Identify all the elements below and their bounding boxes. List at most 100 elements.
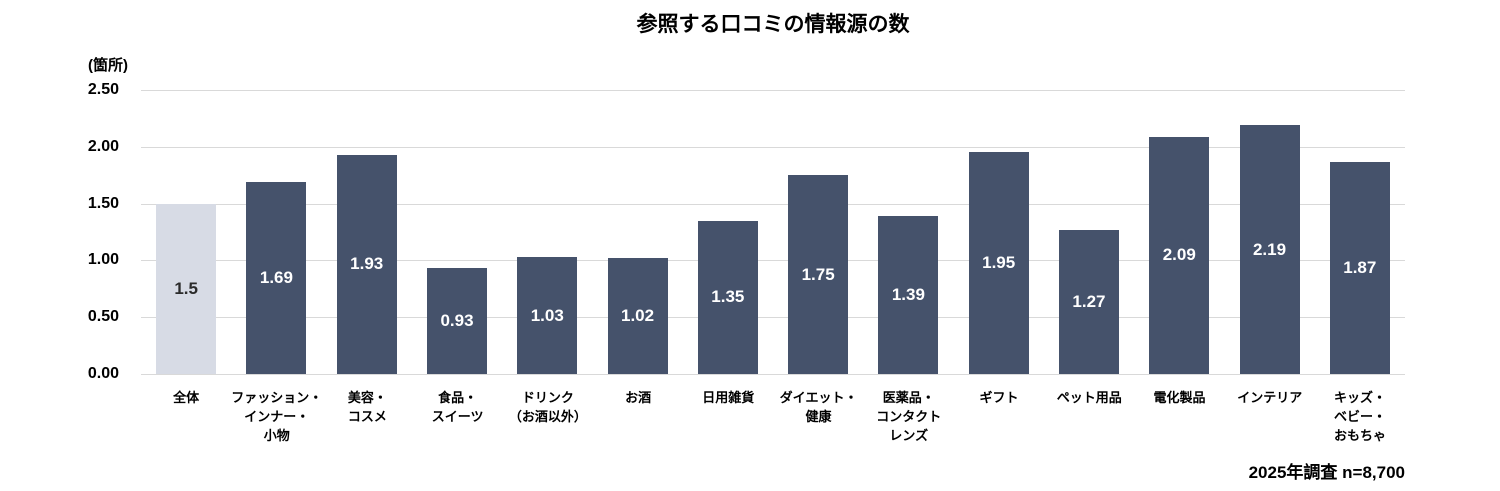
bar: 1.69 xyxy=(246,182,307,374)
category-label-line: おもちゃ xyxy=(1333,428,1386,443)
bar-value-label: 1.93 xyxy=(350,254,384,274)
bars-row: 1.5 1.69 1.93 0.93 1.03 1.02 1.35 1.75 1.39 1.95 1… xyxy=(141,90,1405,374)
y-tick-label: 2.50 xyxy=(87,81,119,98)
bar-value-label: 1.69 xyxy=(259,268,293,288)
bar-slot: 1.39 xyxy=(863,90,953,374)
bar-value-label: 1.27 xyxy=(1072,291,1106,311)
category-label-line: 健康 xyxy=(805,409,832,424)
bar-slot: 1.75 xyxy=(773,90,863,374)
category-label: ドリンク （お酒以外） xyxy=(503,388,593,445)
bar-slot: 1.02 xyxy=(592,90,682,374)
bar-slot: 1.87 xyxy=(1315,90,1405,374)
y-tick-label: 0.50 xyxy=(87,308,119,326)
bar: 1.75 xyxy=(788,175,849,374)
category-label: ギフト xyxy=(954,388,1044,445)
gridline xyxy=(141,374,1405,375)
gridline xyxy=(141,146,1405,148)
category-label-line: ペット用品 xyxy=(1056,390,1122,405)
bar-slot: 1.93 xyxy=(322,90,412,374)
category-label: ダイエット・ 健康 xyxy=(773,388,863,445)
bar-slot: 0.93 xyxy=(412,90,502,374)
y-tick-label: 2.00 xyxy=(87,137,119,155)
category-label-line: 全体 xyxy=(173,390,200,405)
bar-value-label: 1.35 xyxy=(711,287,745,307)
category-label: キッズ・ベビー・おもちゃ xyxy=(1315,388,1405,445)
category-label-line: ファッション・ xyxy=(231,390,323,405)
category-label: 全体 xyxy=(141,388,231,445)
category-label: 医薬品・コンタクトレンズ xyxy=(864,388,954,445)
bar-slot: 2.19 xyxy=(1224,90,1314,374)
bar: 0.93 xyxy=(426,268,487,374)
bar: 1.87 xyxy=(1329,161,1390,374)
bar-value-label: 1.03 xyxy=(530,305,564,325)
category-label: 食品・ スイーツ xyxy=(412,388,502,445)
category-label-line: 美容・ xyxy=(347,390,387,405)
category-label-line: 電化製品 xyxy=(1153,390,1206,405)
bar-value-label: 1.95 xyxy=(982,253,1016,273)
category-label: 美容・ コスメ xyxy=(322,388,412,445)
category-label-line: ドリンク xyxy=(521,390,574,405)
bar: 1.27 xyxy=(1058,229,1119,374)
category-label-line: お酒 xyxy=(625,390,652,405)
category-label: インテリア xyxy=(1225,388,1315,445)
y-tick-label: 1.50 xyxy=(87,194,119,212)
bar-slot: 1.69 xyxy=(231,90,321,374)
bar-value-label: 1.5 xyxy=(174,278,198,298)
category-label: ペット用品 xyxy=(1044,388,1134,445)
bar-slot: 1.03 xyxy=(502,90,592,374)
category-label: お酒 xyxy=(593,388,683,445)
y-tick-label: 1.00 xyxy=(87,251,119,269)
category-label-line: キッズ・ xyxy=(1333,390,1386,405)
category-label-line: （お酒以外） xyxy=(508,409,587,424)
bar: 1.35 xyxy=(697,220,758,374)
bar-value-label: 1.02 xyxy=(621,306,655,326)
category-label: ファッション・ インナー・小物 xyxy=(231,388,322,445)
category-label-line: ベビー・ xyxy=(1333,409,1386,424)
category-label-line: レンズ xyxy=(889,428,929,443)
bar-value-label: 2.19 xyxy=(1252,239,1287,259)
bar-slot: 1.27 xyxy=(1044,90,1134,374)
category-label-line: コンタクト xyxy=(876,409,942,424)
category-label: 電化製品 xyxy=(1134,388,1224,445)
bar: 2.19 xyxy=(1239,125,1300,374)
bar: 2.09 xyxy=(1149,136,1210,374)
category-label-line: 食品・ xyxy=(438,390,478,405)
y-axis-ticks: 2.50 2.00 1.50 1.00 0.50 0.00 xyxy=(0,81,130,382)
gridline xyxy=(141,317,1405,319)
category-label-line: ギフト xyxy=(979,390,1019,405)
bar: 1.93 xyxy=(336,154,397,374)
gridline xyxy=(141,90,1405,91)
category-label-line: コスメ xyxy=(347,409,387,424)
bar: 1.02 xyxy=(607,258,668,374)
bar-value-label: 2.09 xyxy=(1162,245,1196,265)
gridline xyxy=(141,203,1405,205)
category-label: 日用雑貨 xyxy=(683,388,773,445)
category-label-line: 日用雑貨 xyxy=(702,390,755,405)
chart-title: 参照する口コミの情報源の数 xyxy=(636,13,910,36)
bar-value-label: 0.93 xyxy=(440,311,474,331)
bar-slot: 1.35 xyxy=(683,90,773,374)
bar: 1.39 xyxy=(878,216,939,374)
plot-area: 1.5 1.69 1.93 0.93 1.03 1.02 1.35 1.75 1.39 1.95 1… xyxy=(141,90,1405,375)
survey-footnote: 2025年調査 n=8,700 xyxy=(1248,463,1405,482)
category-label-line: インテリア xyxy=(1237,390,1303,405)
bar: 1.95 xyxy=(968,152,1029,374)
category-label-line: インナー・ xyxy=(244,409,310,424)
x-axis-category-labels: 全体 ファッション・ インナー・ 小物 美容・ コスメ 食品・ スイーツ ドリンク （お酒以外）お… xyxy=(141,388,1405,445)
gridline xyxy=(141,260,1405,262)
bar-value-label: 1.87 xyxy=(1343,257,1377,277)
category-label-line: 小物 xyxy=(263,428,290,443)
bar-slot: 1.95 xyxy=(954,90,1044,374)
bar-value-label: 1.39 xyxy=(891,285,925,305)
category-label-line: スイーツ xyxy=(431,409,484,424)
bar-slot: 2.09 xyxy=(1134,90,1224,374)
bar: 1.5 xyxy=(156,203,217,374)
y-axis-unit-label: (箇所) xyxy=(88,57,128,74)
category-label-line: ダイエット・ xyxy=(779,390,858,405)
bar-value-label: 1.75 xyxy=(801,264,835,284)
bar: 1.03 xyxy=(517,257,578,374)
y-tick-label: 0.00 xyxy=(87,365,119,382)
category-label-line: 医薬品・ xyxy=(882,390,935,405)
bar-slot: 1.5 xyxy=(141,90,231,374)
